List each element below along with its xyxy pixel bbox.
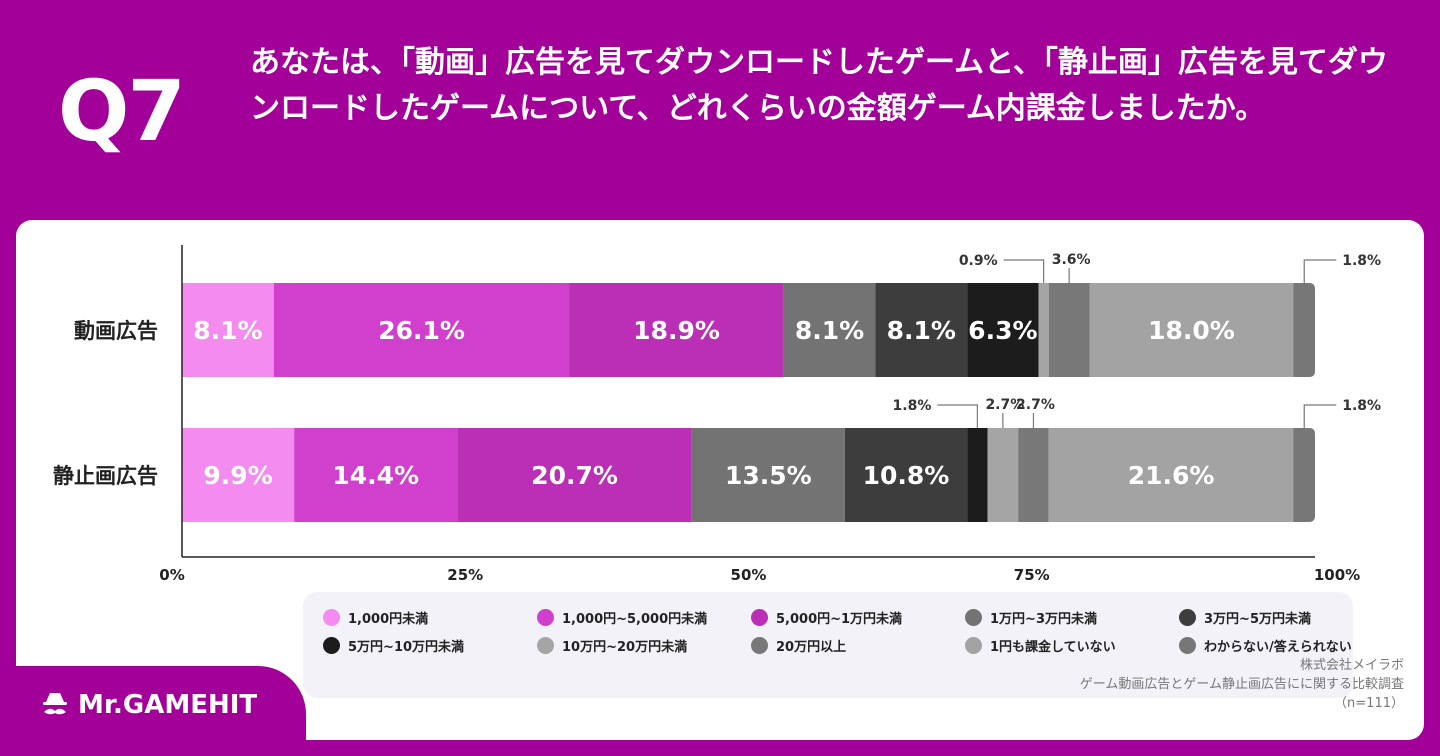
legend: 1,000円未満 1,000円~5,000円未満 5,000円~1万円未満 1万円~3… [303,592,1353,698]
callout-line [1003,259,1045,283]
legend-item: 3万円~5万円未満 [1179,608,1311,627]
bar-segment [1293,283,1315,377]
question-number: Q7 [58,62,186,160]
legend-label: 1万円~3万円未満 [990,612,1097,627]
callout-label: 1.8% [1342,253,1381,269]
data-label: 9.9% [203,461,272,490]
data-label: 14.4% [332,461,419,490]
data-label: 18.9% [633,316,720,345]
legend-label: 5万円~10万円未満 [348,640,465,655]
legend-swatch [323,637,340,654]
legend-label: 3万円~5万円未満 [1204,612,1311,627]
source-company: 株式会社メイラボ [1299,658,1404,673]
legend-swatch [1179,609,1196,626]
callout-label: 3.6% [1052,252,1091,268]
x-tick-label: 25% [447,566,483,584]
x-tick-label: 0% [159,566,184,584]
callout-label: 2.7% [1016,397,1055,413]
stacked-bar-chart: 8.1% 26.1% 18.9% 8.1% 8.1% 6.3% 18.0% 0.9% 3.6% 1… [53,245,1381,584]
legend-swatch [537,609,554,626]
data-label: 8.1% [193,316,262,345]
logo-text: Mr.GAMEHIT [78,690,258,720]
source-survey: ゲーム動画広告とゲーム静止画広告にに関する比較調査 [1079,677,1404,692]
mustache-hat-icon [43,693,67,715]
callout-label: 1.8% [1342,398,1381,414]
bar-segment [1038,283,1049,377]
callout-label: 1.8% [893,398,932,414]
bar-segment [273,283,570,377]
bar-segment [875,283,968,377]
legend-item: 1,000円~5,000円未満 [537,608,707,627]
data-label: 8.1% [887,316,956,345]
bar-segment [967,428,988,522]
legend-label: 10万円~20万円未満 [562,640,688,655]
bar-segment [1089,283,1294,377]
legend-label: 1円も課金していない [990,640,1116,655]
bar-segment [783,283,876,377]
legend-swatch [965,609,982,626]
bar-segment [569,283,784,377]
bar-segment [1018,428,1049,522]
legend-swatch [751,609,768,626]
data-label: 18.0% [1148,316,1235,345]
x-tick-label: 100% [1314,566,1360,584]
legend-item: 20万円以上 [751,636,846,655]
bar-segment [294,428,458,522]
bar-segment [844,428,968,522]
data-label: 26.1% [378,316,465,345]
callout-line [1303,404,1337,428]
legend-item: 10万円~20万円未満 [537,636,687,655]
legend-swatch [965,637,982,654]
legend-label: わからない/答えられない [1204,640,1352,655]
legend-item: わからない/答えられない [1179,636,1352,655]
legend-item: 1万円~3万円未満 [965,608,1097,627]
callout-label: 2.7% [985,397,1024,413]
question-text: あなたは、「動画」広告を見てダウンロードしたゲームと、「静止画」広告を見てダウン… [250,45,1388,126]
bar-segment [1293,428,1315,522]
legend-item: 5万円~10万円未満 [323,636,464,655]
bar-segment [987,428,1019,522]
legend-item: 5,000円~1万円未満 [751,608,902,627]
data-label: 20.7% [531,461,618,490]
data-label: 10.8% [863,461,950,490]
source-sample: （n=111） [1334,696,1404,711]
legend-swatch [537,637,554,654]
brand-logo: Mr.GAMEHIT [40,690,257,720]
x-tick-label: 75% [1014,566,1050,584]
bar-segment [1048,428,1294,522]
callout-label: 0.9% [959,253,998,269]
legend-label: 1,000円~5,000円未満 [562,612,708,627]
legend-item: 1円も課金していない [965,636,1116,655]
legend-label: 1,000円未満 [348,612,429,627]
source-note: 株式会社メイラボ ゲーム動画広告とゲーム静止画広告にに関する比較調査 （n=11… [1080,656,1404,713]
legend-swatch [323,609,340,626]
bar-segment [691,428,845,522]
bar-segment [967,283,1039,377]
data-label: 8.1% [795,316,864,345]
data-label: 13.5% [725,461,812,490]
data-label: 6.3% [968,316,1037,345]
callout-line [1303,259,1337,283]
bar-segment [457,428,692,522]
x-tick-label: 50% [731,566,767,584]
legend-swatch [751,637,768,654]
legend-item: 1,000円未満 [323,608,428,627]
category-label: 静止画広告 [53,464,158,488]
legend-swatch [1179,637,1196,654]
legend-label: 20万円以上 [776,640,847,655]
callout-line [937,404,978,428]
bar-segment [182,283,274,377]
category-label: 動画広告 [74,319,158,343]
bar-segment [182,428,295,522]
bar-segment [1048,283,1090,377]
data-label: 21.6% [1128,461,1215,490]
legend-label: 5,000円~1万円未満 [776,612,903,627]
